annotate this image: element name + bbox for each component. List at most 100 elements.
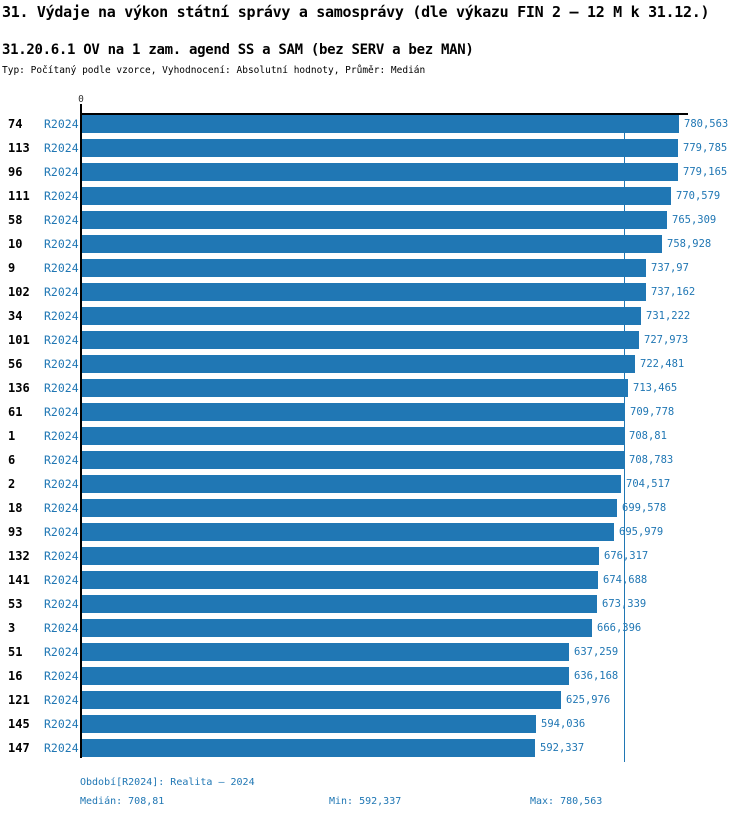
row-id-label: 141 bbox=[8, 573, 30, 587]
x-axis-line bbox=[80, 113, 688, 115]
bar-row: 10 R2024 758,928 bbox=[0, 235, 750, 253]
value-bar[interactable] bbox=[82, 187, 671, 205]
axis-zero-tick-label: 0 bbox=[78, 94, 84, 105]
row-period-label: R2024 bbox=[44, 405, 79, 419]
bar-row: 121 R2024 625,976 bbox=[0, 691, 750, 709]
indicator-meta: Typ: Počítaný podle vzorce, Vyhodnocení:… bbox=[2, 65, 426, 76]
value-bar[interactable] bbox=[82, 739, 535, 757]
value-bar[interactable] bbox=[82, 499, 617, 517]
row-id-label: 16 bbox=[8, 669, 23, 683]
bar-row: 58 R2024 765,309 bbox=[0, 211, 750, 229]
row-value-label: 731,222 bbox=[646, 310, 691, 322]
bar-row: 18 R2024 699,578 bbox=[0, 499, 750, 517]
row-id-label: 111 bbox=[8, 189, 30, 203]
value-bar[interactable] bbox=[82, 475, 621, 493]
bar-row: 111 R2024 770,579 bbox=[0, 187, 750, 205]
row-value-label: 708,81 bbox=[629, 430, 667, 442]
row-value-label: 765,309 bbox=[672, 214, 717, 226]
median-stat: Medián: 708,81 bbox=[80, 796, 165, 807]
row-period-label: R2024 bbox=[44, 165, 79, 179]
row-period-label: R2024 bbox=[44, 453, 79, 467]
row-id-label: 61 bbox=[8, 405, 23, 419]
row-value-label: 666,396 bbox=[597, 622, 642, 634]
row-value-label: 758,928 bbox=[667, 238, 712, 250]
value-bar[interactable] bbox=[82, 427, 624, 445]
row-period-label: R2024 bbox=[44, 549, 79, 563]
row-period-label: R2024 bbox=[44, 669, 79, 683]
row-value-label: 709,778 bbox=[630, 406, 675, 418]
report-title: 31. Výdaje na výkon státní správy a samo… bbox=[2, 3, 710, 21]
value-bar[interactable] bbox=[82, 211, 667, 229]
row-value-label: 594,036 bbox=[541, 718, 586, 730]
row-id-label: 9 bbox=[8, 261, 16, 275]
value-bar[interactable] bbox=[82, 379, 628, 397]
row-value-label: 674,688 bbox=[603, 574, 648, 586]
value-bar[interactable] bbox=[82, 163, 678, 181]
row-value-label: 737,162 bbox=[651, 286, 696, 298]
row-id-label: 101 bbox=[8, 333, 30, 347]
value-bar[interactable] bbox=[82, 595, 597, 613]
bar-row: 16 R2024 636,168 bbox=[0, 667, 750, 685]
bar-row: 9 R2024 737,97 bbox=[0, 259, 750, 277]
row-period-label: R2024 bbox=[44, 597, 79, 611]
row-value-label: 727,973 bbox=[644, 334, 689, 346]
row-period-label: R2024 bbox=[44, 381, 79, 395]
value-bar[interactable] bbox=[82, 547, 599, 565]
bar-row: 74 R2024 780,563 bbox=[0, 115, 750, 133]
value-bar[interactable] bbox=[82, 235, 662, 253]
bar-row: 51 R2024 637,259 bbox=[0, 643, 750, 661]
value-bar[interactable] bbox=[82, 115, 679, 133]
bar-row: 56 R2024 722,481 bbox=[0, 355, 750, 373]
row-period-label: R2024 bbox=[44, 357, 79, 371]
row-id-label: 53 bbox=[8, 597, 23, 611]
row-id-label: 96 bbox=[8, 165, 23, 179]
row-id-label: 34 bbox=[8, 309, 23, 323]
row-value-label: 722,481 bbox=[640, 358, 685, 370]
row-period-label: R2024 bbox=[44, 285, 79, 299]
indicator-title: 31.20.6.1 OV na 1 zam. agend SS a SAM (b… bbox=[2, 42, 474, 58]
value-bar[interactable] bbox=[82, 571, 598, 589]
bar-row: 145 R2024 594,036 bbox=[0, 715, 750, 733]
bar-row: 2 R2024 704,517 bbox=[0, 475, 750, 493]
row-value-label: 713,465 bbox=[633, 382, 678, 394]
value-bar[interactable] bbox=[82, 331, 639, 349]
value-bar[interactable] bbox=[82, 403, 625, 421]
row-id-label: 121 bbox=[8, 693, 30, 707]
row-id-label: 102 bbox=[8, 285, 30, 299]
row-value-label: 737,97 bbox=[651, 262, 689, 274]
bar-row: 132 R2024 676,317 bbox=[0, 547, 750, 565]
median-line bbox=[624, 114, 625, 762]
row-period-label: R2024 bbox=[44, 477, 79, 491]
value-bar[interactable] bbox=[82, 619, 592, 637]
value-bar[interactable] bbox=[82, 307, 641, 325]
value-bar[interactable] bbox=[82, 715, 536, 733]
value-bar[interactable] bbox=[82, 667, 569, 685]
value-bar[interactable] bbox=[82, 139, 678, 157]
row-id-label: 113 bbox=[8, 141, 30, 155]
row-value-label: 699,578 bbox=[622, 502, 667, 514]
value-bar[interactable] bbox=[82, 355, 635, 373]
row-period-label: R2024 bbox=[44, 741, 79, 755]
row-id-label: 2 bbox=[8, 477, 16, 491]
value-bar[interactable] bbox=[82, 283, 646, 301]
row-period-label: R2024 bbox=[44, 261, 79, 275]
period-legend: Období[R2024]: Realita – 2024 bbox=[80, 777, 255, 788]
value-bar[interactable] bbox=[82, 643, 569, 661]
row-period-label: R2024 bbox=[44, 213, 79, 227]
row-id-label: 56 bbox=[8, 357, 23, 371]
bar-row: 93 R2024 695,979 bbox=[0, 523, 750, 541]
row-id-label: 10 bbox=[8, 237, 23, 251]
bar-row: 101 R2024 727,973 bbox=[0, 331, 750, 349]
bar-row: 113 R2024 779,785 bbox=[0, 139, 750, 157]
bar-row: 141 R2024 674,688 bbox=[0, 571, 750, 589]
value-bar[interactable] bbox=[82, 259, 646, 277]
value-bar[interactable] bbox=[82, 523, 614, 541]
value-bar[interactable] bbox=[82, 451, 624, 469]
row-period-label: R2024 bbox=[44, 717, 79, 731]
value-bar[interactable] bbox=[82, 691, 561, 709]
row-id-label: 18 bbox=[8, 501, 23, 515]
row-id-label: 3 bbox=[8, 621, 16, 635]
bar-row: 53R2024673,339 bbox=[0, 595, 750, 613]
bar-row: 34 R2024 731,222 bbox=[0, 307, 750, 325]
